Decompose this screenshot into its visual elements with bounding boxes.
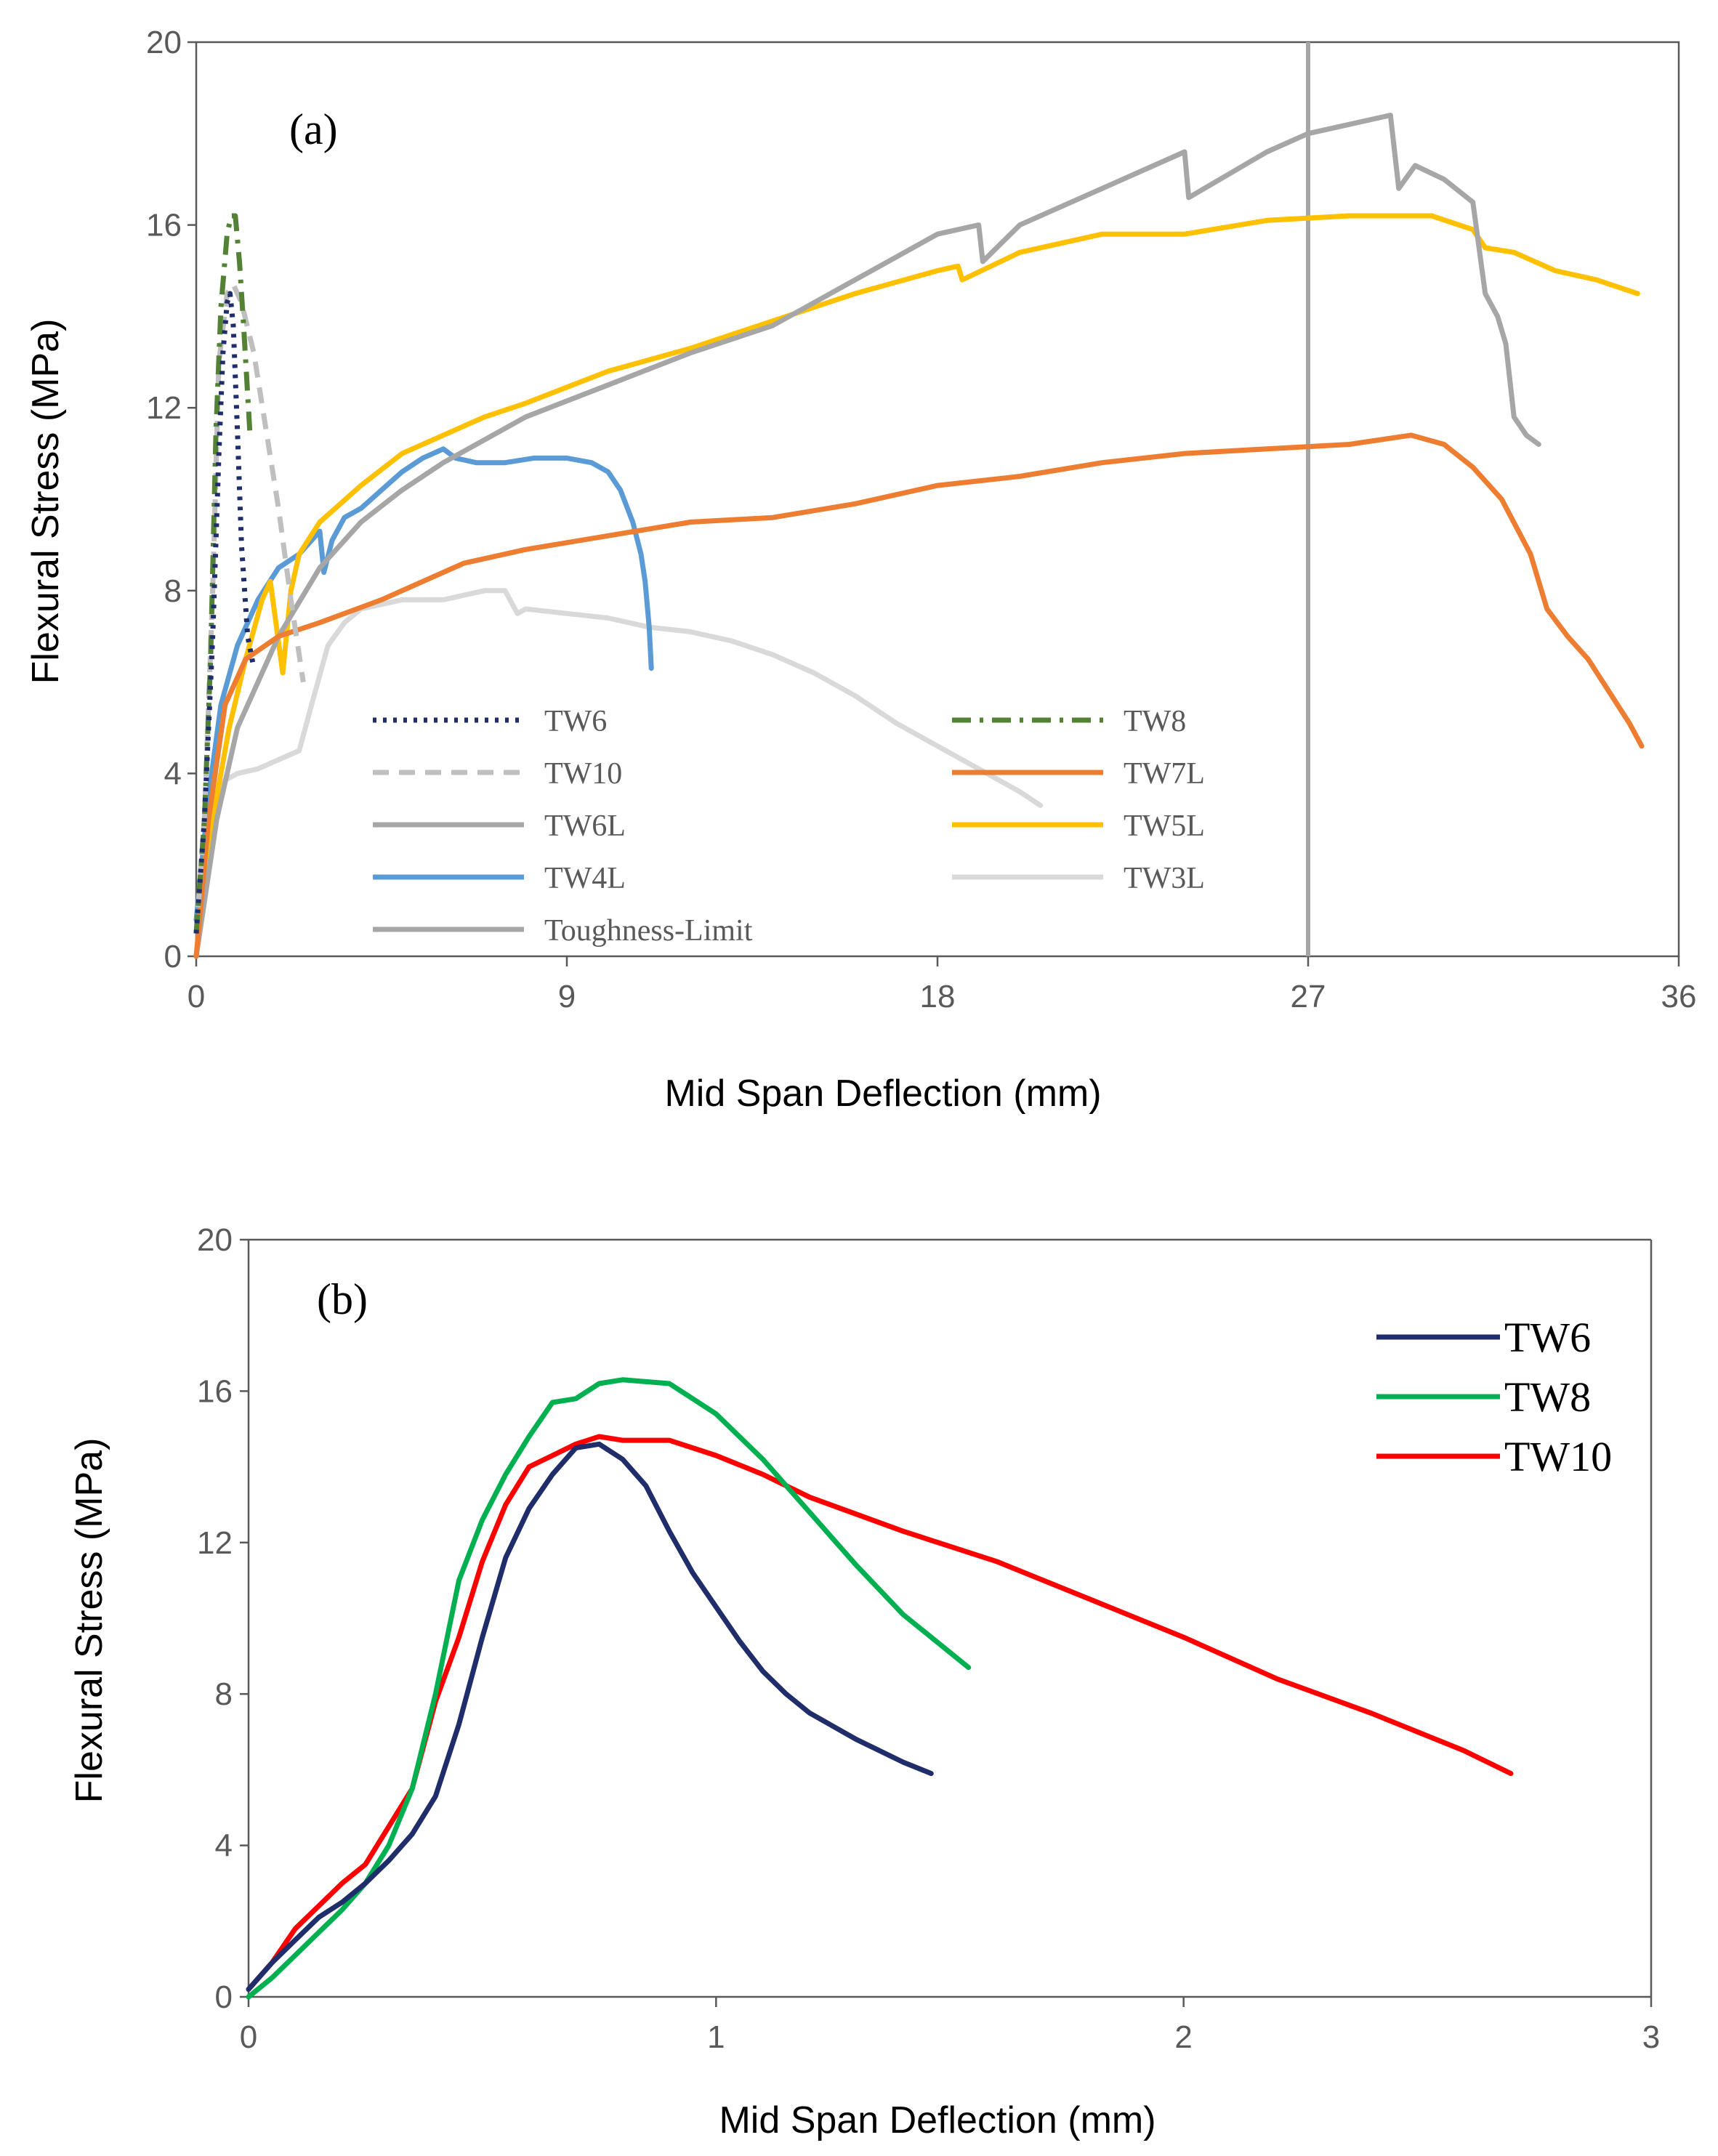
- chart-b-legend-label-tw6: TW6: [1504, 1314, 1591, 1361]
- chart-a-series-tw6l-line: [193, 113, 1541, 959]
- chart-a: 0 4 8 12 16 20 0 9 18 27 36 (a) Mid Span Deflecti…: [25, 25, 1696, 1115]
- chart-b-x-tick-label: 2: [1174, 2019, 1192, 2055]
- chart-a-y-tick-label: 16: [146, 208, 182, 243]
- chart-a-legend-label-tw8: TW8: [1124, 705, 1186, 738]
- chart-b-x-tick-label: 1: [707, 2019, 725, 2055]
- chart-a-x-tick-label: 36: [1661, 979, 1697, 1014]
- chart-b-y-tick-label: 20: [197, 1222, 233, 1258]
- chart-b-y-axis-title: Flexural Stress (MPa): [68, 1438, 110, 1804]
- chart-b-y-tick-label: 4: [215, 1828, 233, 1864]
- chart-b-y-tick-label: 12: [197, 1525, 233, 1561]
- chart-a-x-tick-label: 0: [187, 979, 205, 1014]
- chart-b-legend-label-tw10: TW10: [1504, 1433, 1612, 1480]
- chart-b-x-axis: 0 1 2 3: [240, 1997, 1660, 2055]
- chart-a-y-axis: 0 4 8 12 16 20: [146, 25, 196, 974]
- chart-b-x-tick-label: 0: [240, 2019, 257, 2055]
- chart-b-series-tw10-line: [246, 1434, 1514, 1993]
- chart-b-y-tick-label: 16: [197, 1373, 233, 1409]
- chart-b-series-tw6-line: [246, 1441, 934, 1993]
- chart-a-x-axis-title: Mid Span Deflection (mm): [664, 1073, 1101, 1115]
- chart-b-y-axis: 0 4 8 12 16 20: [197, 1222, 249, 2015]
- chart-a-series-tw4l-line: [193, 446, 654, 923]
- chart-a-y-tick-label: 8: [164, 573, 182, 609]
- chart-a-y-tick-label: 12: [146, 390, 182, 426]
- chart-a-legend-label-tw5l: TW5L: [1124, 809, 1205, 843]
- chart-a-legend-label-tw4l: TW4L: [544, 862, 626, 895]
- chart-a-series-tw7l-line: [193, 432, 1645, 959]
- chart-a-y-tick-label: 0: [164, 939, 182, 974]
- chart-b-legend: TW6 TW8 TW10: [1376, 1314, 1612, 1480]
- chart-b-legend-label-tw8: TW8: [1504, 1373, 1591, 1421]
- chart-a-series-tw3l-line: [193, 588, 1044, 959]
- chart-a-legend: TW6 TW8 TW10 TW7L TW6L TW5L TW4L TW3L Toughness-…: [373, 705, 1205, 948]
- chart-a-legend-label-tw6l: TW6L: [544, 809, 626, 843]
- chart-a-plot-area: [195, 41, 1680, 958]
- chart-b-x-tick-label: 3: [1642, 2019, 1660, 2055]
- chart-b-series-tw8-line: [246, 1377, 972, 2000]
- chart-a-y-tick-label: 20: [146, 25, 182, 60]
- chart-a-series-tw6-line: [193, 291, 257, 934]
- chart-a-legend-label-tw6: TW6: [544, 705, 607, 738]
- chart-a-y-axis-title: Flexural Stress (MPa): [25, 319, 67, 685]
- chart-a-legend-label-tw7l: TW7L: [1124, 757, 1205, 791]
- chart-a-legend-label-tw10: TW10: [544, 757, 622, 791]
- chart-a-series: [193, 42, 1645, 959]
- chart-b-y-tick-label: 0: [215, 1979, 233, 2015]
- chart-b-panel-label: (b): [317, 1275, 368, 1323]
- chart-a-x-tick-label: 27: [1291, 979, 1326, 1014]
- chart-a-legend-label-tw3l: TW3L: [1124, 862, 1205, 895]
- chart-a-series-tw5l-line: [193, 213, 1640, 959]
- chart-a-x-tick-label: 9: [558, 979, 576, 1014]
- chart-a-x-axis: 0 9 18 27 36: [187, 956, 1697, 1014]
- chart-a-series-tw10-line: [193, 281, 306, 934]
- chart-b-x-axis-title: Mid Span Deflection (mm): [719, 2099, 1156, 2141]
- chart-b-series: [246, 1377, 1514, 2000]
- chart-a-y-tick-label: 4: [164, 756, 182, 791]
- chart-a-panel-label: (a): [289, 105, 338, 153]
- chart-a-legend-label-toughness-limit: Toughness-Limit: [544, 914, 753, 948]
- chart-a-series-tw8-line: [193, 213, 253, 934]
- chart-a-x-tick-label: 18: [920, 979, 956, 1014]
- chart-b-y-tick-label: 8: [215, 1676, 233, 1712]
